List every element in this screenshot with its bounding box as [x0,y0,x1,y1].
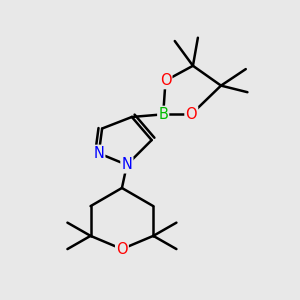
Text: N: N [122,158,132,172]
Text: O: O [185,107,197,122]
Text: O: O [160,73,171,88]
Text: O: O [116,242,128,256]
Text: B: B [158,107,168,122]
Text: N: N [93,146,104,161]
